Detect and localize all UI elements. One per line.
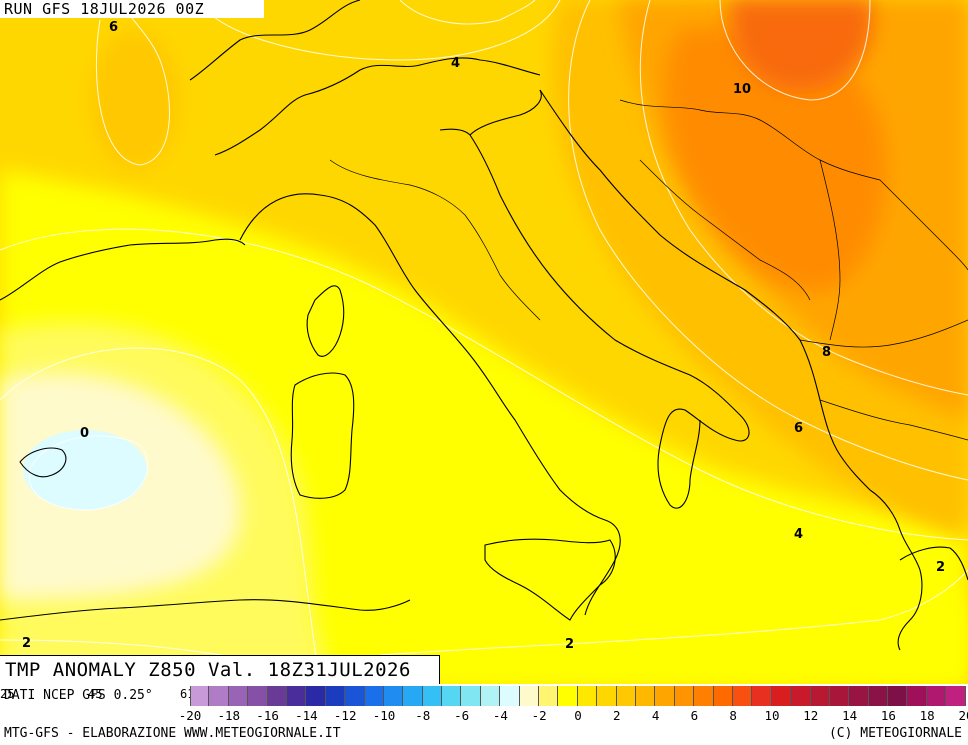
color-scale-cell [674,686,695,706]
color-scale-cell [209,686,229,706]
color-scale-cell [500,686,520,706]
run-label: RUN GFS 18JUL2026 00Z [0,0,264,18]
color-scale-cell [403,686,423,706]
color-scale-tick-label: -16 [256,708,279,723]
footer-copyright: (C) METEOGIORNALE [828,726,962,741]
contour-label: 6 [794,421,803,436]
color-scale-tick-label: -6 [454,708,470,723]
color-scale-cell [616,686,636,706]
color-scale-tick-label: 0 [574,708,582,723]
edge-tick-left: 25 [0,687,15,701]
contour-label: 4 [794,527,803,542]
color-scale-cell [752,686,772,706]
temperature-anomaly-map: 6 4 10 8 6 4 2 0 2 2 [0,0,968,684]
color-scale-cell [732,686,753,706]
color-scale-tick-label: -8 [415,708,431,723]
contour-label: 2 [22,636,31,651]
color-scale-tick-label: 8 [729,708,737,723]
color-scale-tick-label: 16 [880,708,896,723]
color-scale-cell [442,686,462,706]
field-yellow-bottom [340,600,968,684]
color-scale-tick-label: 20 [958,708,968,723]
color-scale-cell [635,686,656,706]
color-scale-cell [810,686,830,706]
color-scale-cell [364,686,384,706]
color-scale-cell [888,686,908,706]
color-scale-cell [306,686,326,706]
color-scale-cell [926,686,947,706]
color-scale-cell [829,686,850,706]
color-scale-tick-label: -4 [492,708,508,723]
color-scale-tick-label: -12 [333,708,357,723]
color-scale-tick-label: -14 [295,708,318,723]
color-scale-cell [461,686,481,706]
field-deep-orange [665,27,887,292]
color-scale-cell [267,686,287,706]
color-scale-tick-label: -20 [178,708,202,723]
color-scale-cell [190,686,210,706]
color-scale-tick-label: 18 [919,708,935,723]
color-scale-cell [422,686,443,706]
contour-label: 0 [80,426,89,441]
color-scale-cell [325,686,346,706]
color-scale-cell [577,686,598,706]
color-scale-tick-label: -2 [531,708,547,723]
color-scale-bar [190,686,966,706]
field-nw-patch [90,30,180,170]
color-scale-cell [248,686,268,706]
contour-label-group: 6 4 10 8 6 4 2 0 2 2 [22,20,945,652]
edge-tick-mid: 45 [88,687,103,701]
contour-label: 6 [109,20,118,35]
contour-label: 10 [733,82,751,97]
color-scale-cell [849,686,869,706]
contour-label: 2 [565,637,574,652]
coastlines [0,0,968,651]
color-scale-cell [558,686,578,706]
color-scale-tick-label: 4 [651,708,660,723]
color-scale-tick-label: -18 [217,708,241,723]
color-scale-cell [480,686,501,706]
field-cold-spot [23,430,147,510]
contour-label: 8 [822,345,831,360]
color-scale-tick-label: 10 [764,708,780,723]
field-red-orange [730,0,873,91]
contour-label: 2 [936,560,945,575]
color-scale-cell [228,686,249,706]
map-title: TMP ANOMALY Z850 Val. 18Z31JUL2026 [0,655,440,684]
color-scale-tick-label: 2 [613,708,621,723]
contour-label: 4 [451,56,460,71]
data-source-label: DATI NCEP GFS 0.25° [4,688,153,703]
color-scale-cell [868,686,889,706]
color-scale-cell [597,686,617,706]
color-scale-cell [345,686,365,706]
color-scale-tick-label: -10 [372,708,396,723]
color-scale-cell [655,686,675,706]
color-scale-ticks: -20 -18 -16 -14 -12 -10 -8 -6 -4 -2 0 2 4 6 8 10 12 14 16 1… [179,708,968,724]
color-scale-cell [519,686,540,706]
color-scale-tick-label: 14 [842,708,858,723]
color-scale-cell [383,686,404,706]
color-scale-tick-label: 12 [803,708,819,723]
color-scale-tick-label: 6 [690,708,699,723]
color-scale-cell [713,686,733,706]
color-scale-cell [946,686,966,706]
color-scale-cell [791,686,811,706]
footer-credit: MTG-GFS - ELABORAZIONE WWW.METEOGIORNALE… [4,726,341,741]
contour-lines [0,0,968,684]
color-scale-cell [771,686,792,706]
color-scale-cell [907,686,927,706]
color-scale-cell [539,686,559,706]
color-scale-cell [694,686,714,706]
color-scale-cell [286,686,307,706]
